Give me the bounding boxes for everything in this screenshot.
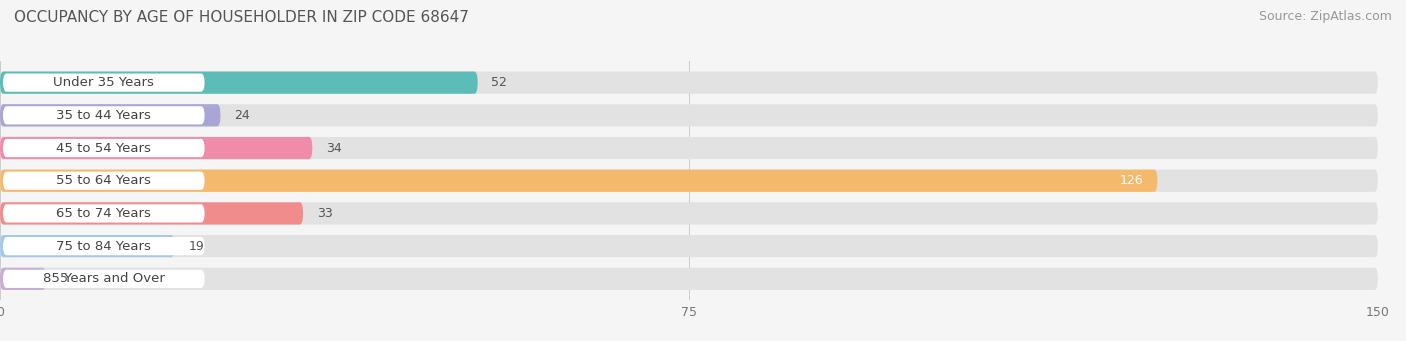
Text: Under 35 Years: Under 35 Years bbox=[53, 76, 155, 89]
Text: 45 to 54 Years: 45 to 54 Years bbox=[56, 142, 152, 154]
FancyBboxPatch shape bbox=[0, 235, 1378, 257]
Text: 52: 52 bbox=[492, 76, 508, 89]
Text: 126: 126 bbox=[1121, 174, 1143, 187]
FancyBboxPatch shape bbox=[0, 72, 1378, 94]
FancyBboxPatch shape bbox=[3, 237, 205, 255]
Text: 24: 24 bbox=[235, 109, 250, 122]
FancyBboxPatch shape bbox=[3, 74, 205, 92]
FancyBboxPatch shape bbox=[0, 104, 1378, 127]
FancyBboxPatch shape bbox=[0, 169, 1157, 192]
FancyBboxPatch shape bbox=[0, 268, 46, 290]
FancyBboxPatch shape bbox=[3, 172, 205, 190]
Text: 75 to 84 Years: 75 to 84 Years bbox=[56, 240, 152, 253]
Text: 34: 34 bbox=[326, 142, 342, 154]
Text: 65 to 74 Years: 65 to 74 Years bbox=[56, 207, 152, 220]
Text: 85 Years and Over: 85 Years and Over bbox=[42, 272, 165, 285]
FancyBboxPatch shape bbox=[0, 72, 478, 94]
Text: 33: 33 bbox=[316, 207, 333, 220]
FancyBboxPatch shape bbox=[0, 137, 1378, 159]
Text: 55 to 64 Years: 55 to 64 Years bbox=[56, 174, 152, 187]
FancyBboxPatch shape bbox=[3, 270, 205, 288]
FancyBboxPatch shape bbox=[0, 137, 312, 159]
FancyBboxPatch shape bbox=[3, 106, 205, 124]
FancyBboxPatch shape bbox=[0, 235, 174, 257]
Text: Source: ZipAtlas.com: Source: ZipAtlas.com bbox=[1258, 10, 1392, 23]
Text: 5: 5 bbox=[59, 272, 67, 285]
Text: 35 to 44 Years: 35 to 44 Years bbox=[56, 109, 152, 122]
FancyBboxPatch shape bbox=[0, 104, 221, 127]
FancyBboxPatch shape bbox=[0, 202, 1378, 224]
FancyBboxPatch shape bbox=[3, 139, 205, 157]
FancyBboxPatch shape bbox=[0, 268, 1378, 290]
Text: 19: 19 bbox=[188, 240, 204, 253]
Text: OCCUPANCY BY AGE OF HOUSEHOLDER IN ZIP CODE 68647: OCCUPANCY BY AGE OF HOUSEHOLDER IN ZIP C… bbox=[14, 10, 470, 25]
FancyBboxPatch shape bbox=[3, 204, 205, 223]
FancyBboxPatch shape bbox=[0, 202, 304, 224]
FancyBboxPatch shape bbox=[0, 169, 1378, 192]
